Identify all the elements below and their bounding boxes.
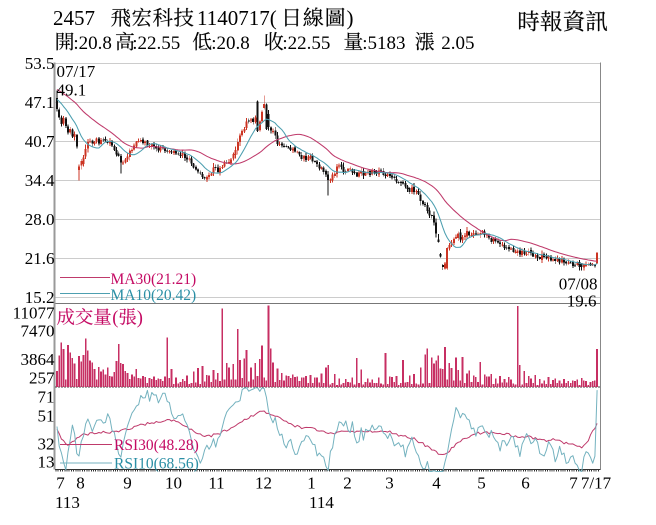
svg-text:3864: 3864: [21, 350, 56, 369]
svg-text:51: 51: [38, 406, 55, 425]
svg-text:34.4: 34.4: [25, 171, 55, 190]
svg-text:1140717(: 1140717(: [197, 6, 277, 30]
svg-text:11077: 11077: [13, 303, 55, 322]
svg-text:47.1: 47.1: [25, 93, 55, 112]
svg-text:7470: 7470: [21, 321, 55, 340]
svg-text:2457: 2457: [53, 6, 95, 30]
svg-text:MA30(21.21): MA30(21.21): [111, 271, 197, 288]
svg-text:13: 13: [38, 452, 55, 471]
svg-text:2: 2: [343, 474, 352, 493]
svg-text:21.6: 21.6: [25, 249, 55, 268]
svg-text:32: 32: [38, 434, 55, 453]
svg-text:4: 4: [432, 474, 441, 493]
svg-text:7/17: 7/17: [581, 474, 612, 493]
svg-text:RSI10(68.56): RSI10(68.56): [114, 456, 199, 473]
svg-text:7: 7: [56, 474, 65, 493]
svg-text:28.0: 28.0: [25, 210, 55, 229]
svg-text:11: 11: [208, 474, 224, 493]
svg-text:15.2: 15.2: [25, 288, 55, 307]
svg-text:113: 113: [55, 493, 80, 512]
svg-text:5: 5: [477, 474, 486, 493]
svg-text:40.7: 40.7: [25, 132, 55, 151]
svg-text:71: 71: [38, 387, 55, 406]
svg-text:07/08: 07/08: [559, 275, 598, 294]
svg-text:6: 6: [521, 474, 530, 493]
svg-text:257: 257: [29, 368, 55, 387]
svg-text:MA10(20.42): MA10(20.42): [111, 287, 197, 304]
svg-text::20.8: :20.8: [211, 33, 250, 54]
svg-text:07/17: 07/17: [57, 62, 96, 81]
svg-text:3: 3: [385, 474, 394, 493]
svg-text:): ): [347, 6, 354, 30]
svg-text:2.05: 2.05: [441, 33, 474, 54]
svg-text:): ): [137, 309, 143, 329]
svg-text:49.1: 49.1: [57, 81, 87, 100]
svg-text::22.55: :22.55: [282, 33, 330, 54]
svg-text:(: (: [112, 309, 118, 329]
svg-text:12: 12: [255, 474, 272, 493]
svg-text::20.8: :20.8: [73, 33, 112, 54]
svg-text:8: 8: [76, 474, 85, 493]
svg-text:1: 1: [307, 474, 316, 493]
svg-text:9: 9: [123, 474, 132, 493]
svg-text:19.6: 19.6: [567, 292, 597, 311]
svg-text:10: 10: [165, 474, 182, 493]
svg-text:53.5: 53.5: [25, 54, 55, 73]
svg-text:RSI30(48.28): RSI30(48.28): [114, 437, 199, 454]
svg-text::5183: :5183: [362, 33, 405, 54]
svg-text:7: 7: [569, 474, 578, 493]
svg-text::22.55: :22.55: [132, 33, 180, 54]
svg-text:114: 114: [309, 493, 334, 512]
